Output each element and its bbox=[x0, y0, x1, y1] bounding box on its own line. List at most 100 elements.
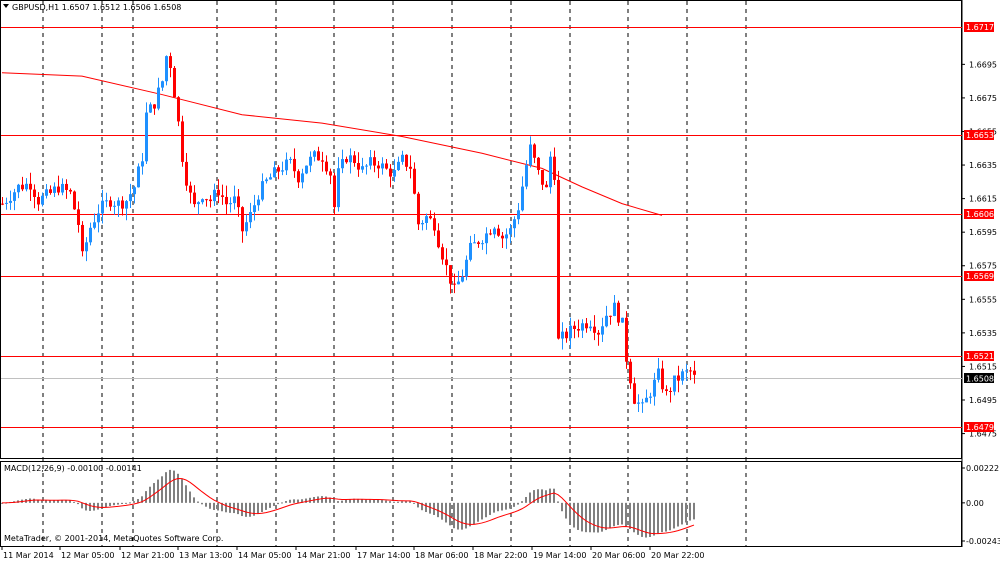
macd-bar bbox=[393, 501, 395, 503]
macd-bar bbox=[85, 502, 87, 511]
macd-bar bbox=[453, 502, 455, 529]
candle-body bbox=[53, 186, 56, 193]
macd-bar bbox=[669, 502, 671, 531]
macd-bar bbox=[213, 502, 215, 510]
macd-bar bbox=[657, 502, 659, 534]
candle-body bbox=[653, 379, 656, 397]
time-tick-label: 19 Mar 14:00 bbox=[533, 551, 586, 560]
candle-body bbox=[85, 242, 88, 252]
macd-bar bbox=[193, 497, 195, 503]
candle-body bbox=[545, 184, 548, 188]
macd-bar bbox=[257, 502, 259, 514]
macd-bar bbox=[129, 502, 131, 504]
macd-bar bbox=[409, 501, 411, 503]
candle-body bbox=[677, 375, 680, 381]
macd-bar bbox=[197, 501, 199, 503]
macd-bar bbox=[73, 501, 75, 503]
candle-body bbox=[613, 302, 616, 316]
candle-body bbox=[457, 281, 460, 285]
macd-bar bbox=[33, 498, 35, 503]
candle-body bbox=[349, 155, 352, 163]
candle-body bbox=[245, 222, 248, 232]
candle-body bbox=[45, 189, 48, 196]
time-tick-label: 18 Mar 22:00 bbox=[474, 551, 527, 560]
candle-body bbox=[525, 165, 528, 187]
macd-bar bbox=[121, 502, 123, 504]
candle-body bbox=[541, 169, 544, 185]
price-pane[interactable] bbox=[0, 0, 962, 459]
price-tick-label: 1.6495 bbox=[969, 396, 997, 405]
candle-body bbox=[205, 199, 208, 201]
macd-tick-label: -0.00243 bbox=[966, 537, 1000, 546]
macd-bar bbox=[221, 502, 223, 512]
macd-bar bbox=[457, 502, 459, 530]
candle-body bbox=[601, 326, 604, 335]
price-tick-label: 1.6475 bbox=[969, 430, 997, 439]
candle-body bbox=[261, 181, 264, 200]
candle-body bbox=[397, 161, 400, 171]
candle-body bbox=[269, 177, 272, 180]
candle-body bbox=[149, 104, 152, 113]
candle-body bbox=[1, 203, 4, 205]
symbol-menu-icon[interactable] bbox=[3, 4, 9, 8]
macd-bar bbox=[661, 502, 663, 533]
candle-body bbox=[533, 144, 536, 158]
candle-body bbox=[181, 121, 184, 162]
moving-average bbox=[1, 72, 663, 216]
price-tick-label: 1.6615 bbox=[969, 195, 997, 204]
candle-body bbox=[489, 233, 492, 235]
macd-bar bbox=[1, 502, 3, 504]
candle-body bbox=[409, 166, 412, 169]
candle-body bbox=[101, 200, 104, 214]
macd-bar bbox=[561, 502, 563, 512]
candle-body bbox=[289, 158, 292, 160]
candle-body bbox=[673, 375, 676, 392]
time-tick-label: 20 Mar 06:00 bbox=[592, 551, 645, 560]
current-price-label: 1.6508 bbox=[966, 375, 994, 384]
candle-body bbox=[137, 166, 140, 188]
candle-body bbox=[561, 331, 564, 339]
candle-body bbox=[257, 199, 260, 206]
macd-bar bbox=[165, 472, 167, 503]
macd-bar bbox=[205, 502, 207, 507]
macd-bar bbox=[489, 502, 491, 515]
macd-bar bbox=[217, 502, 219, 511]
candle-body bbox=[669, 390, 672, 392]
macd-bar bbox=[629, 502, 631, 529]
level-price-label: 1.6717 bbox=[966, 23, 994, 32]
candle-body bbox=[393, 170, 396, 177]
price-tick-label: 1.6675 bbox=[969, 94, 997, 103]
macd-bar bbox=[481, 502, 483, 520]
candles bbox=[1, 52, 696, 413]
macd-bar bbox=[461, 502, 463, 530]
candle-body bbox=[309, 156, 312, 166]
candle-body bbox=[689, 370, 692, 372]
candle-body bbox=[373, 157, 376, 166]
candle-body bbox=[173, 67, 176, 98]
macd-bar bbox=[685, 502, 687, 523]
candle-body bbox=[293, 158, 296, 172]
candle-body bbox=[477, 242, 480, 244]
candle-body bbox=[133, 187, 136, 195]
macd-bar bbox=[497, 502, 499, 512]
macd-bar bbox=[689, 502, 691, 521]
macd-bar bbox=[169, 469, 171, 503]
macd-bar bbox=[81, 502, 83, 509]
candle-body bbox=[333, 175, 336, 208]
candle-body bbox=[329, 171, 332, 176]
candle-body bbox=[65, 183, 68, 190]
macd-bar bbox=[57, 500, 59, 503]
candle-body bbox=[573, 325, 576, 329]
candle-body bbox=[145, 112, 148, 162]
macd-bar bbox=[241, 502, 243, 517]
macd-bar bbox=[173, 470, 175, 503]
macd-bar bbox=[373, 499, 375, 503]
macd-bar bbox=[633, 502, 635, 533]
candle-body bbox=[625, 317, 628, 362]
candle-body bbox=[109, 200, 112, 207]
candle-body bbox=[341, 159, 344, 169]
time-tick-label: 11 Mar 2014 bbox=[3, 551, 54, 560]
macd-bar bbox=[449, 502, 451, 526]
